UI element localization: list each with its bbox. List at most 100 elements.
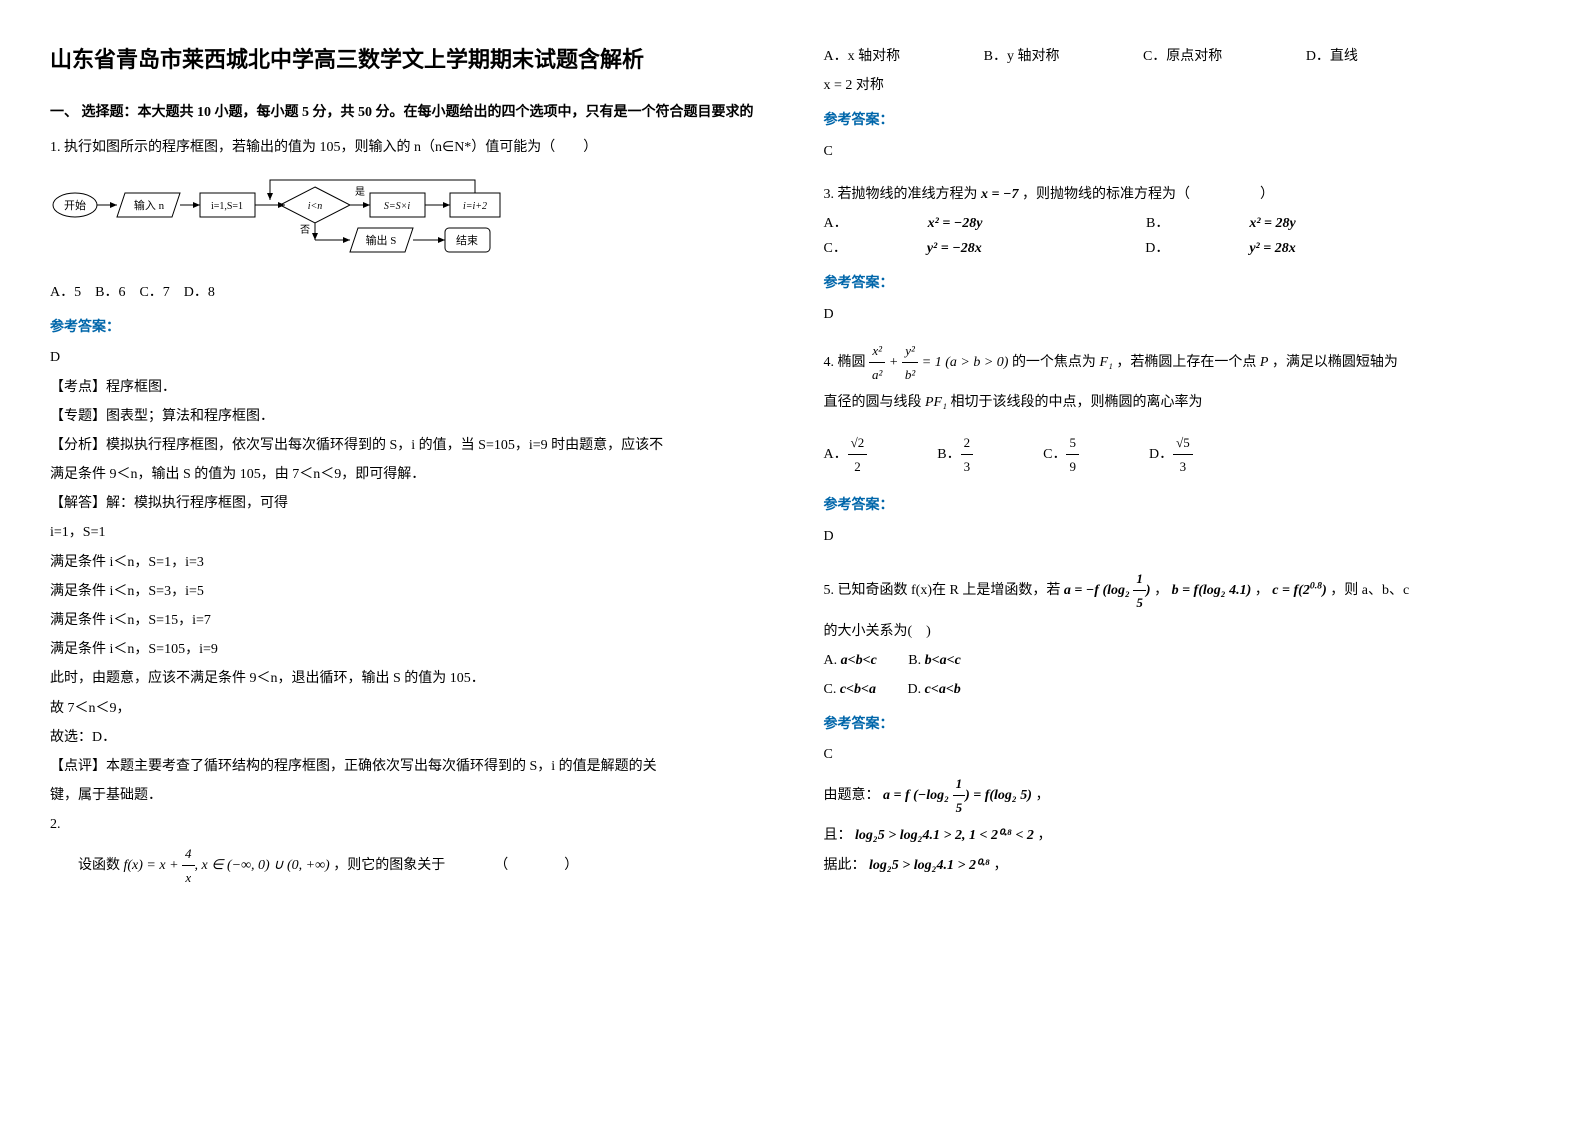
q5-sol1: 由题意： a = f (−log₂ 15) = f(log₂ 5) ， [824,772,1538,820]
q4-stem-b: 的一个焦点为 [1012,355,1096,370]
flow-init: i=1,S=1 [211,201,243,212]
q4-stem-line1: 4. 椭圆 x²a² + y²b² = 1 (a > b > 0) 的一个焦点为… [824,339,1538,387]
q5-options-row1: A. a<b<c B. b<a<c [824,648,1538,673]
q1-answer: D [50,345,764,370]
q2-stem-body: 设函数 [78,858,120,873]
q3-opta-pre: A． [824,216,848,231]
q1-k3b: 满足条件 9＜n，输出 S 的值为 105，由 7＜n＜9，即可得解． [50,462,764,487]
q2-optc: C．原点对称 [1143,49,1222,64]
q5-sol2-suf: ， [1037,828,1051,843]
q3-answer: D [824,302,1538,327]
q5-sol3-suf: ， [993,858,1007,873]
q3-opta-eq: x² = −28y [928,216,983,231]
q2-formula: f(x) = x + 4x, x ∈ (−∞, 0) ∪ (0, +∞) [124,858,330,873]
q5-sol1-pre: 由题意： [824,788,880,803]
q4-stem-e: 直径的圆与线段 [824,395,922,410]
q1-s6: 此时，由题意，应该不满足条件 9＜n，退出循环，输出 S 的值为 105． [50,666,764,691]
q5-b-eq: b = f(log₂ 4.1) [1172,583,1252,598]
flow-input: 输入 n [134,198,165,212]
q1-s7: 故 7＜n＜9， [50,696,764,721]
q5-opta-pre: A. [824,653,838,668]
q5-stem-line1: 5. 已知奇函数 f(x)在 R 上是增函数，若 a = −f (log₂ 15… [824,567,1538,615]
q5-sol1-eq: a = f (−log₂ 15) = f(log₂ 5) [883,788,1032,803]
q5-sol1-suf: ， [1035,788,1049,803]
q3-optb-pre: B． [1146,216,1169,231]
flow-start: 开始 [64,198,86,212]
q3-options: A． x² = −28y B． x² = 28y C．y² = −28x D． y² … [824,211,1538,261]
q4-opta-pre: A． [824,447,848,462]
q1-s8: 故选：D． [50,725,764,750]
q2-prefix: 2. [50,812,764,837]
q4-f1: F₁ [1099,355,1112,370]
q5-stem-d: ，则 a、b、c [1330,583,1409,598]
q1-stem: 1. 执行如图所示的程序框图，若输出的值为 105，则输入的 n（n∈N*）值可… [50,135,764,160]
q4-optb-den: 3 [961,455,974,478]
q5-optc-pre: C. [824,682,837,697]
q3-answer-label: 参考答案： [824,271,1538,296]
flow-inc: i=i+2 [463,201,487,212]
q5-optd-pre: D. [908,682,922,697]
q1-s2: 满足条件 i＜n，S=1，i=3 [50,550,764,575]
q5-sol2-eq: log₂5 > log₂4.1 > 2, 1 < 2⁰·⁸ < 2 [855,828,1034,843]
q5-optd: c<a<b [925,682,961,697]
q4-answer-label: 参考答案： [824,493,1538,518]
q5-stem-line2: 的大小关系为( ) [824,619,1538,644]
q4-answer: D [824,524,1538,549]
q5-optb: b<a<c [925,653,961,668]
q4-ellipse-eq: x²a² + y²b² = 1 [869,355,942,370]
flow-no: 否 [300,224,310,236]
q4-optd-den: 3 [1173,455,1193,478]
q4-optc-pre: C． [1043,447,1066,462]
q5-stem-a: 5. 已知奇函数 f(x)在 R 上是增函数，若 [824,583,1061,598]
q4-optb-pre: B． [937,447,960,462]
q5-optb-pre: B. [908,653,921,668]
q1-s3: 满足条件 i＜n，S=3，i=5 [50,579,764,604]
q1-k2: 【专题】图表型；算法和程序框图． [50,404,764,429]
q4-opta-den: 2 [848,455,868,478]
q5-stem-b: ， [1154,583,1168,598]
q3-eq: x = −7 [981,187,1018,202]
flow-mul: S=S×i [384,201,410,212]
q5-c-eq: c = f(20.8) [1272,583,1326,598]
q3-optb-eq: x² = 28y [1249,216,1295,231]
q3-optd-eq: y² = 28x [1249,241,1295,256]
q3-stem: 3. 若抛物线的准线方程为 x = −7 ，则抛物线的标准方程为（ ） [824,182,1538,207]
q5-sol2-pre: 且： [824,828,852,843]
q4-optb-num: 2 [961,431,974,455]
q2-optd: D．直线 [1306,49,1358,64]
q4-stem-a: 4. 椭圆 [824,355,866,370]
q4-stem-d: ，满足以椭圆短轴为 [1272,355,1398,370]
q2-optd-l2: x = 2 对称 [824,73,1538,98]
flow-yes: 是 [355,186,365,198]
q2-opta: A．x 轴对称 [824,49,901,64]
q3-optd-pre: D． [1145,241,1169,256]
q1-k1: 【考点】程序框图． [50,375,764,400]
q5-optc: c<b<a [840,682,876,697]
q1-answer-label: 参考答案： [50,315,764,340]
q2-stem-suffix: ，则它的图象关于 （ ） [333,858,578,873]
q1-s5: 满足条件 i＜n，S=105，i=9 [50,637,764,662]
q3-stem-b: ，则抛物线的标准方程为（ ） [1022,187,1274,202]
q5-stem-c: ， [1255,583,1269,598]
q3-opta: A． x² = −28y [824,216,1063,231]
q4-optc-den: 9 [1066,455,1079,478]
q4-optb: B．23 [937,431,973,479]
q5-sol3-pre: 据此： [824,858,866,873]
q2-answer-label: 参考答案： [824,108,1538,133]
section-1-title: 一、 选择题：本大题共 10 小题，每小题 5 分，共 50 分。在每小题给出的… [50,100,764,125]
q4-optc-num: 5 [1066,431,1079,455]
q2-options: A．x 轴对称 B．y 轴对称 C．原点对称 D．直线 [824,44,1538,69]
q4-cond: (a > b > 0) [945,355,1008,370]
q4-optd: D．√53 [1149,431,1193,479]
q4-optd-pre: D． [1149,447,1173,462]
q1-k5b: 键，属于基础题． [50,783,764,808]
q4-options: A．√22 B．23 C．59 D．√53 [824,431,1538,479]
flow-end: 结束 [456,234,478,247]
q3-optc: C．y² = −28x [824,241,1062,256]
q3-optb: B． x² = 28y [1146,216,1376,231]
right-column: A．x 轴对称 B．y 轴对称 C．原点对称 D．直线 x = 2 对称 参考答… [824,40,1538,1082]
flow-output: 输出 S [366,233,397,247]
q1-s1: i=1，S=1 [50,520,764,545]
q2-answer: C [824,139,1538,164]
q5-sol3-eq: log₂5 > log₂4.1 > 2⁰·⁸ [869,858,990,873]
